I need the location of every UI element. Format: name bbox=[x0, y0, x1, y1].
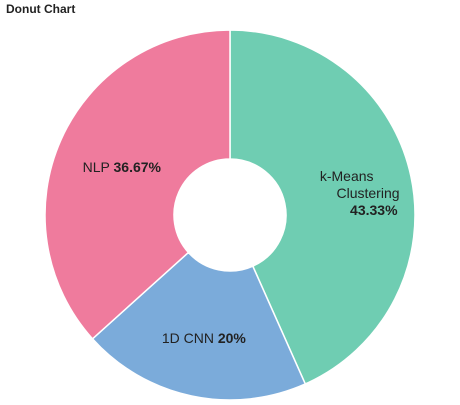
slice-label: NLP 36.67% bbox=[83, 159, 162, 175]
slice-k-means-clustering[interactable] bbox=[229, 29, 416, 385]
slice-1d-cnn[interactable] bbox=[91, 251, 307, 401]
slice-nlp[interactable] bbox=[44, 29, 231, 340]
chart-title: Donut Chart bbox=[6, 2, 76, 16]
slice-label: k-Means Clustering 43.33% bbox=[320, 168, 400, 218]
slice-label: 1D CNN 20% bbox=[162, 330, 247, 346]
